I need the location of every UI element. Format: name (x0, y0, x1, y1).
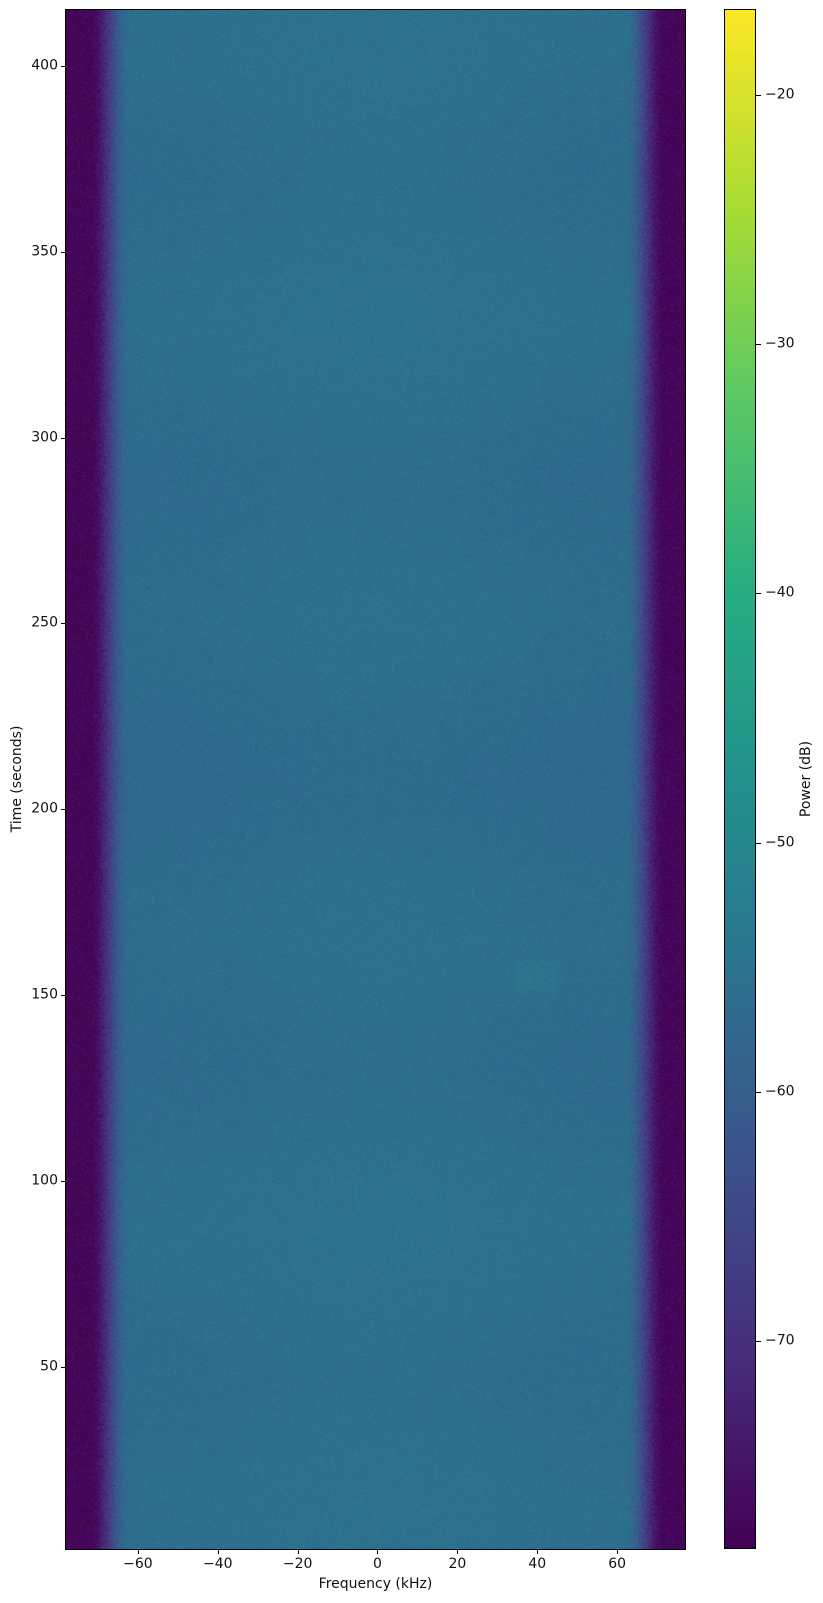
x-tick-mark (218, 1549, 219, 1554)
y-tick-mark (61, 438, 66, 439)
y-tick-mark (61, 252, 66, 253)
y-tick-label: 250 (10, 615, 58, 632)
colorbar-tick-mark (756, 843, 761, 844)
figure: −60 −40 −20 0 20 40 60 50 100 150 200 250 300 350 400… (0, 0, 823, 1603)
x-tick-label: 20 (448, 1556, 466, 1573)
x-tick-mark (377, 1549, 378, 1554)
colorbar-tick-label: −50 (765, 834, 795, 851)
x-tick-label: 40 (528, 1556, 546, 1573)
colorbar-tick-label: −30 (765, 336, 795, 353)
x-tick-mark (457, 1549, 458, 1554)
colorbar-tick-mark (756, 344, 761, 345)
colorbar-tick-label: −70 (765, 1333, 795, 1350)
colorbar-tick-mark (756, 1092, 761, 1093)
y-tick-label: 150 (10, 987, 58, 1004)
y-tick-label: 350 (10, 243, 58, 260)
y-tick-mark (61, 623, 66, 624)
spectrogram-image (66, 10, 685, 1549)
x-tick-label: 0 (373, 1556, 382, 1573)
colorbar-tick-mark (756, 1341, 761, 1342)
x-tick-mark (138, 1549, 139, 1554)
y-tick-label: 100 (10, 1172, 58, 1189)
x-tick-mark (617, 1549, 618, 1554)
colorbar-tick-label: −40 (765, 585, 795, 602)
x-tick-label: 60 (608, 1556, 626, 1573)
x-tick-label: −60 (123, 1556, 153, 1573)
spectrogram-plot-area (65, 9, 686, 1550)
colorbar-tick-label: −20 (765, 86, 795, 103)
y-tick-label: 400 (10, 57, 58, 74)
y-tick-mark (61, 1181, 66, 1182)
x-tick-label: −20 (283, 1556, 313, 1573)
colorbar-gradient (725, 10, 755, 1548)
colorbar (724, 9, 756, 1549)
y-tick-label: 50 (10, 1358, 58, 1375)
x-axis-label: Frequency (kHz) (66, 1576, 685, 1592)
y-tick-mark (61, 995, 66, 996)
y-axis-label: Time (seconds) (9, 726, 25, 833)
colorbar-tick-mark (756, 95, 761, 96)
x-tick-label: −40 (203, 1556, 233, 1573)
colorbar-label: Power (dB) (798, 741, 814, 817)
y-tick-mark (61, 809, 66, 810)
colorbar-tick-label: −60 (765, 1083, 795, 1100)
y-tick-mark (61, 1367, 66, 1368)
x-tick-mark (298, 1549, 299, 1554)
x-tick-mark (537, 1549, 538, 1554)
y-tick-mark (61, 66, 66, 67)
y-tick-label: 300 (10, 429, 58, 446)
colorbar-tick-mark (756, 593, 761, 594)
